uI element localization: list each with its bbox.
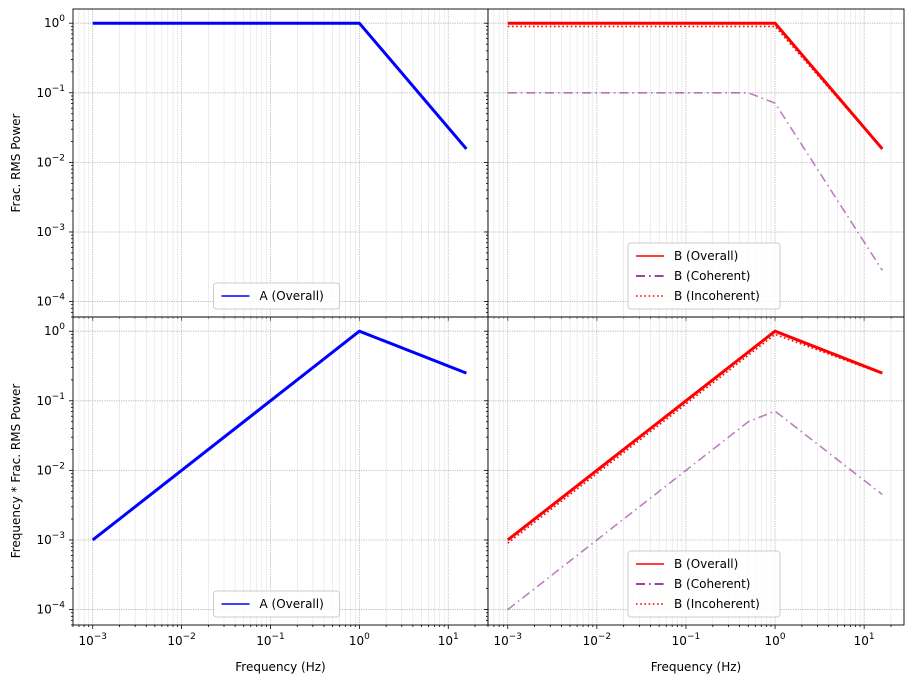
y-axis-label: Frac. RMS Power xyxy=(9,113,23,212)
series-line-2 xyxy=(507,333,883,544)
legend-label: B (Coherent) xyxy=(674,269,750,283)
x-tick-label: 10−3 xyxy=(78,632,107,648)
x-tick-label: 101 xyxy=(854,632,875,648)
series-group xyxy=(92,21,468,150)
y-tick-label: 10−3 xyxy=(36,223,65,239)
panel-bottom-left: 10−3 10−2 10−1 100 101 10−4 10−3 10−2 10−1 100 Fre… xyxy=(9,316,489,674)
legend-label: B (Incoherent) xyxy=(674,289,760,303)
y-tick-label: 10−4 xyxy=(36,601,65,617)
legend-box xyxy=(627,550,781,618)
y-tick-label: 10−1 xyxy=(36,392,65,408)
legend-label: B (Overall) xyxy=(674,249,738,263)
legend-label: B (Incoherent) xyxy=(674,597,760,611)
series-line-0 xyxy=(91,329,467,542)
legend-label: A (Overall) xyxy=(260,597,324,611)
panel-top-left: 10−4 10−3 10−2 10−1 100 Frac. RMS Power A (Ove… xyxy=(9,8,489,321)
series-group xyxy=(506,329,883,611)
x-tick-label: 100 xyxy=(349,632,370,648)
series-line-0 xyxy=(506,329,883,542)
x-tick-label: 10−3 xyxy=(493,632,522,648)
x-tick-label: 10−2 xyxy=(167,632,196,648)
legend-box xyxy=(627,242,781,310)
y-tick-label: 100 xyxy=(44,14,65,30)
series-group xyxy=(91,329,467,542)
grid xyxy=(73,9,488,317)
grid xyxy=(73,317,488,625)
grid xyxy=(488,9,904,317)
x-axis-label: Frequency (Hz) xyxy=(235,660,326,674)
y-tick-label: 10−1 xyxy=(36,84,65,100)
x-tick-label: 10−1 xyxy=(672,632,701,648)
legend-box xyxy=(213,282,340,310)
y-tick-label: 10−2 xyxy=(36,461,65,477)
x-tick-label: 101 xyxy=(438,632,459,648)
ticks xyxy=(484,330,892,629)
legend: A (Overall) xyxy=(213,282,340,310)
y-tick-label: 10−4 xyxy=(36,293,65,309)
series-line-2 xyxy=(507,25,883,150)
legend-box xyxy=(213,590,340,618)
series-group xyxy=(507,21,884,271)
legend: A (Overall) xyxy=(213,590,340,618)
series-line-1 xyxy=(507,410,883,611)
series-line-1 xyxy=(507,91,884,271)
legend: B (Overall) B (Coherent) B (Incoherent) xyxy=(627,550,781,618)
series-line-0 xyxy=(92,21,468,150)
y-tick-label: 10−3 xyxy=(36,531,65,547)
legend: B (Overall) B (Coherent) B (Incoherent) xyxy=(627,242,781,310)
y-tick-label: 100 xyxy=(44,322,65,338)
x-tick-label: 100 xyxy=(765,632,786,648)
axes-frame xyxy=(487,316,905,626)
panel-bottom-right: 10−3 10−2 10−1 100 101 Frequency (Hz) B (Overa… xyxy=(484,316,905,674)
ticks xyxy=(69,22,476,321)
x-tick-label: 10−2 xyxy=(583,632,612,648)
legend-label: B (Overall) xyxy=(674,557,738,571)
y-axis-label: Frequency * Frac. RMS Power xyxy=(9,384,23,559)
panel-top-right: B (Overall) B (Coherent) B (Incoherent) xyxy=(484,8,905,321)
legend-label: B (Coherent) xyxy=(674,577,750,591)
legend-label: A (Overall) xyxy=(260,289,324,303)
y-tick-label: 10−2 xyxy=(36,153,65,169)
x-tick-label: 10−1 xyxy=(256,632,285,648)
ticks xyxy=(69,330,476,629)
x-axis-label: Frequency (Hz) xyxy=(651,660,742,674)
